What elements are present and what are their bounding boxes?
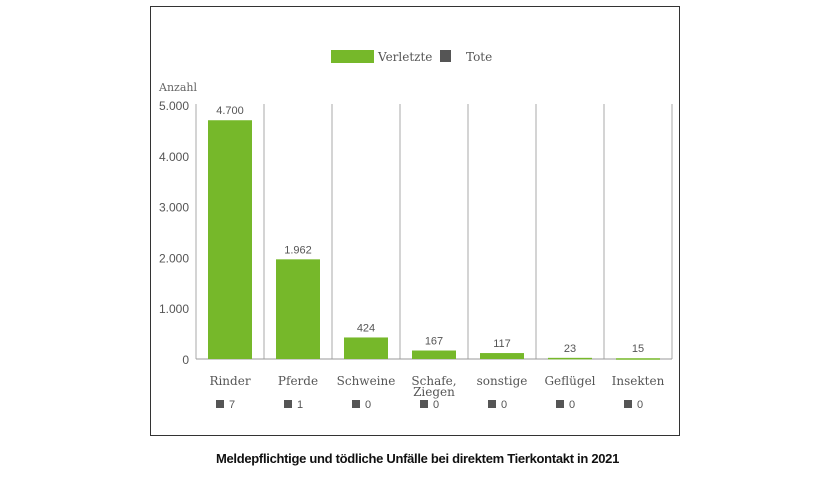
y-tick-label: 2.000 [159, 251, 189, 265]
data-label-tote: 1 [297, 399, 303, 411]
legend-label-tote: Tote [466, 50, 492, 64]
chart-title: Meldepflichtige und tödliche Unfälle bei… [215, 451, 620, 466]
bar-verletzte [480, 353, 524, 359]
tote-marker [624, 400, 632, 408]
data-label-verletzte: 23 [564, 343, 576, 355]
data-label-verletzte: 15 [632, 343, 644, 355]
data-label-verletzte: 117 [493, 338, 511, 350]
legend-label-verletzte: Verletzte [377, 50, 432, 64]
bar-verletzte [344, 337, 388, 359]
chart-frame [150, 6, 680, 436]
x-tick-label: Schafe, [411, 374, 456, 388]
tote-marker [420, 400, 428, 408]
data-label-verletzte: 1.962 [284, 244, 312, 256]
bar-verletzte [412, 350, 456, 359]
y-axis-label: Anzahl [158, 81, 197, 94]
tote-marker [216, 400, 224, 408]
data-label-verletzte: 167 [425, 336, 443, 348]
x-tick-label: Geflügel [544, 374, 595, 388]
bar-chart: Verletzte Tote Anzahl 0 1.000 2.000 3.000 4.000… [158, 50, 673, 411]
data-label-tote: 0 [365, 399, 371, 411]
bar-verletzte [208, 120, 252, 360]
x-tick-label: Pferde [278, 374, 318, 388]
data-label-verletzte: 4.700 [216, 105, 244, 117]
y-tick-label: 0 [182, 353, 189, 367]
bar-verletzte [276, 259, 320, 359]
y-tick-label: 3.000 [159, 201, 189, 215]
y-tick-label: 5.000 [159, 99, 189, 113]
data-label-tote: 0 [569, 399, 575, 411]
bar-verletzte [548, 357, 592, 360]
x-tick-label: Rinder [209, 374, 250, 388]
x-tick-label: sonstige [477, 374, 528, 388]
legend-swatch-verletzte [331, 50, 374, 63]
data-label-tote: 0 [501, 399, 507, 411]
x-tick-label: Ziegen [413, 385, 455, 399]
bar-verletzte [616, 358, 660, 360]
data-label-tote: 0 [637, 399, 643, 411]
x-tick-label: Schweine [337, 374, 396, 388]
data-label-verletzte: 424 [357, 322, 375, 334]
data-label-tote: 7 [229, 399, 235, 411]
tote-marker [488, 400, 496, 408]
tote-marker [556, 400, 564, 408]
x-tick-label: Insekten [612, 374, 665, 388]
data-label-tote: 0 [433, 399, 439, 411]
y-tick-label: 1.000 [159, 302, 189, 316]
legend-swatch-tote [440, 50, 451, 62]
y-tick-label: 4.000 [159, 150, 189, 164]
tote-marker [352, 400, 360, 408]
tote-marker [284, 400, 292, 408]
